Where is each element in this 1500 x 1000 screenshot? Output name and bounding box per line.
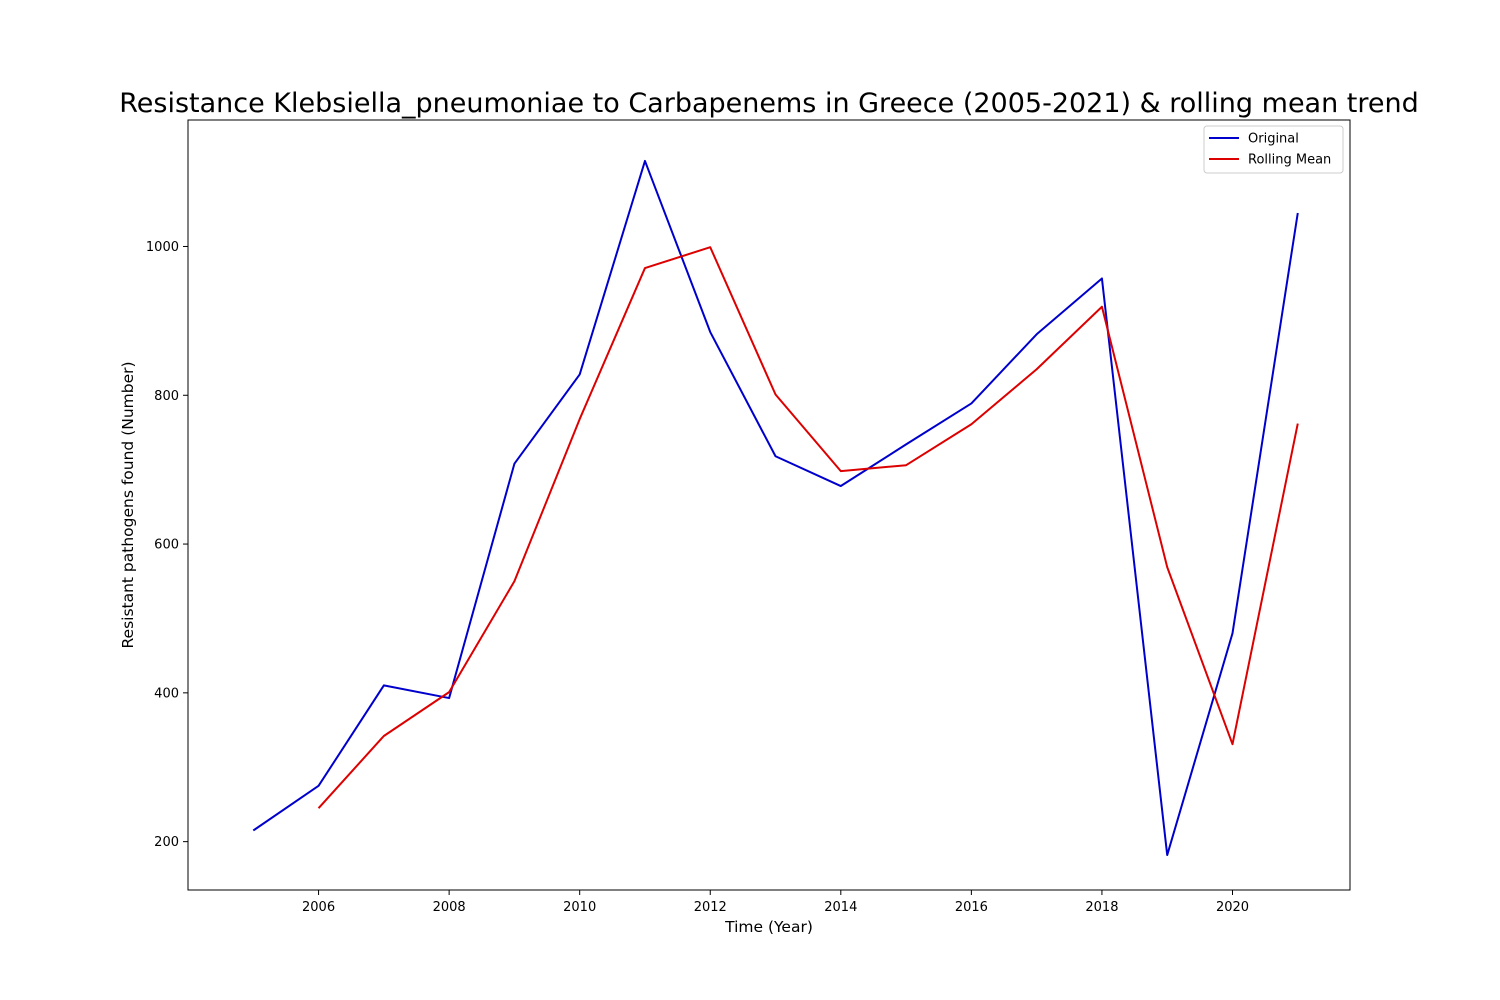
x-axis: 2006 2008 2010 2012 2014 2016 2018 2020 [302,890,1249,915]
x-tick-label: 2014 [824,900,857,915]
x-axis-label: Time (Year) [724,918,813,936]
x-tick-label: 2020 [1216,900,1249,915]
plot-area [187,119,1351,891]
x-tick-label: 2018 [1085,900,1118,915]
legend: Original Rolling Mean [1203,125,1344,174]
x-tick-label: 2012 [694,900,727,915]
y-tick-label: 400 [154,686,179,701]
x-tick-label: 2006 [302,900,335,915]
x-tick-label: 2016 [955,900,988,915]
y-tick-label: 200 [154,835,179,850]
legend-label: Original [1248,132,1299,147]
y-axis: 200 400 600 800 1000 [146,240,188,850]
y-tick-label: 800 [154,389,179,404]
y-tick-label: 600 [154,538,179,553]
series-line-original [252,159,1299,857]
legend-label: Rolling Mean [1248,153,1331,168]
x-tick-label: 2008 [433,900,466,915]
series-lines [252,159,1299,857]
chart-title: Resistance Klebsiella_pneumoniae to Carb… [119,88,1419,119]
x-tick-label: 2010 [563,900,596,915]
y-axis-label: Resistant pathogens found (Number) [119,361,137,648]
y-tick-label: 1000 [146,240,179,255]
series-line-rolling-mean [317,246,1299,809]
